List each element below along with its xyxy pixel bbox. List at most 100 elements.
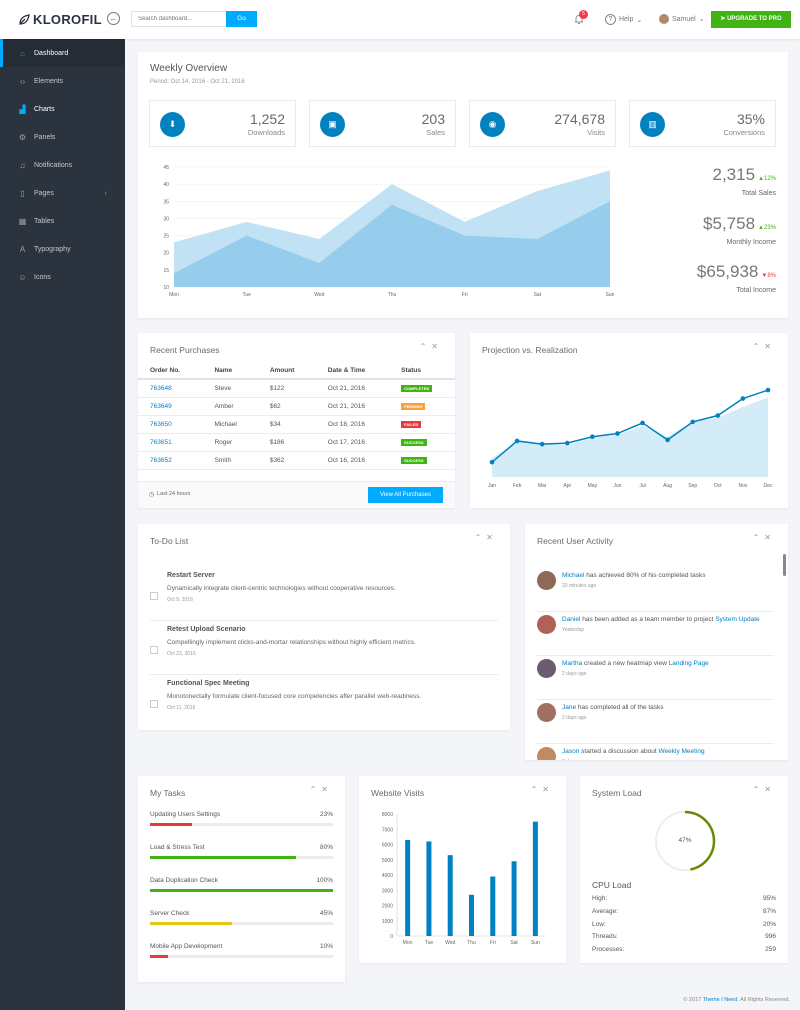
- upgrade-label: UPGRADE TO PRO: [727, 16, 782, 22]
- view-all-purchases-button[interactable]: View All Purchases: [368, 487, 443, 503]
- activity-user-link[interactable]: Martha: [562, 660, 583, 667]
- user-menu[interactable]: Samuel ⌄: [659, 14, 705, 24]
- activity-target-link[interactable]: System Update: [715, 616, 760, 623]
- close-icon[interactable]: ✕: [764, 785, 776, 794]
- sidebar-item-label: Elements: [34, 77, 64, 85]
- activity-user-link[interactable]: Jason: [562, 748, 580, 755]
- table-cell-status: SUCCESS: [389, 433, 455, 452]
- task-name: Server Check: [150, 910, 190, 917]
- toggle-sidebar-icon[interactable]: ←: [107, 12, 120, 25]
- panel-controls[interactable]: ⌃✕: [531, 785, 554, 794]
- collapse-icon[interactable]: ⌃: [309, 785, 322, 794]
- brand-logo[interactable]: KLOROFIL: [18, 12, 102, 27]
- task-name: Mobile App Development: [150, 943, 223, 950]
- projection-line-chart: Jan Feb Mar Apr May Jun Jul Aug Sep Oct Nov Dec: [488, 387, 773, 489]
- gauge-arc: [684, 810, 716, 871]
- system-load-gauge: [655, 810, 716, 871]
- collapse-icon[interactable]: ⌃: [752, 342, 765, 351]
- todo-checkbox[interactable]: [150, 592, 158, 600]
- activity-user-link[interactable]: Jane: [562, 704, 577, 711]
- close-icon[interactable]: ✕: [764, 342, 776, 351]
- table-cell-order[interactable]: 763648: [138, 379, 203, 398]
- collapse-icon[interactable]: ⌃: [419, 342, 432, 351]
- table-cell-name: Amber: [202, 397, 258, 416]
- table-cell-order[interactable]: 763649: [138, 397, 203, 416]
- table-cell-order[interactable]: 763651: [138, 433, 203, 452]
- panel-controls[interactable]: ⌃✕: [753, 533, 776, 542]
- collapse-icon[interactable]: ⌃: [530, 785, 543, 794]
- avatar[interactable]: [537, 703, 556, 722]
- panel-controls[interactable]: ⌃✕: [420, 342, 443, 351]
- x-tick-label: Thu: [388, 292, 397, 298]
- panel-controls[interactable]: ⌃✕: [753, 342, 776, 351]
- line-point: [615, 431, 620, 436]
- search-go-button[interactable]: Go: [226, 11, 257, 27]
- activity-message: has been added as a team member to proje…: [580, 616, 716, 623]
- table-cell-order[interactable]: 763650: [138, 415, 203, 434]
- sidebar-item-typography[interactable]: A Typography: [0, 235, 125, 263]
- sidebar-item-dashboard[interactable]: ⌂ Dashboard: [0, 39, 125, 67]
- sidebar-item-charts[interactable]: ▟ Charts: [0, 95, 125, 123]
- activity-user-link[interactable]: Michael: [562, 572, 585, 579]
- sidebar-item-elements[interactable]: ‹› Elements: [0, 67, 125, 95]
- close-icon[interactable]: ✕: [542, 785, 554, 794]
- side-stat-value: $5,758: [703, 214, 756, 233]
- activity-target-link[interactable]: Landing Page: [668, 660, 709, 667]
- sidebar-item-panels[interactable]: ⚙ Panels: [0, 123, 125, 151]
- sidebar-item-icons[interactable]: ☺ Icons: [0, 263, 125, 291]
- sidebar-item-notifications[interactable]: ♫ Notifications: [0, 151, 125, 179]
- collapse-icon[interactable]: ⌃: [474, 533, 487, 542]
- todo-date: Oct 9, 2016: [167, 597, 193, 603]
- theme-link[interactable]: Theme I Need: [702, 997, 738, 1003]
- collapse-icon[interactable]: ⌃: [752, 533, 765, 542]
- system-stat-row: Average: 87%: [592, 908, 776, 920]
- avatar[interactable]: [537, 571, 556, 590]
- stat-value: 1,252: [249, 111, 285, 127]
- upgrade-to-pro-button[interactable]: ➤ UPGRADE TO PRO: [711, 11, 791, 28]
- todo-checkbox[interactable]: [150, 646, 158, 654]
- side-stat-label: Monthly Income: [726, 239, 776, 246]
- avatar[interactable]: [537, 747, 556, 760]
- activity-target-link[interactable]: Weekly Meeting: [658, 748, 705, 755]
- panel-controls[interactable]: ⌃✕: [753, 785, 776, 794]
- avatar[interactable]: [537, 615, 556, 634]
- x-tick-label: Mon: [403, 940, 413, 946]
- x-tick-label: Sat: [534, 292, 542, 298]
- todo-checkbox[interactable]: [150, 700, 158, 708]
- system-stat-row: Low: 20%: [592, 921, 776, 933]
- panel-controls[interactable]: ⌃✕: [475, 533, 498, 542]
- close-icon[interactable]: ✕: [431, 342, 443, 351]
- table-icon: ▦: [18, 216, 27, 226]
- close-icon[interactable]: ✕: [321, 785, 333, 794]
- sidebar-item-label: Pages: [34, 189, 54, 197]
- panel-controls[interactable]: ⌃✕: [310, 785, 333, 794]
- avatar[interactable]: [537, 659, 556, 678]
- collapse-icon[interactable]: ⌃: [752, 785, 765, 794]
- todo-title: Functional Spec Meeting: [167, 680, 250, 687]
- website-visits-bar-chart: 0 1000 2000 3000 4000 5000 6000 7000 8000 Mon Tue W…: [382, 812, 546, 946]
- y-tick-label: 7000: [382, 827, 393, 833]
- task-item: Data Duplication Check 100%: [150, 877, 333, 907]
- scrollbar-thumb[interactable]: [783, 554, 786, 576]
- smile-icon: ☺: [18, 272, 27, 282]
- activity-text: Michael has achieved 80% of his complete…: [562, 572, 705, 579]
- x-tick-label: Sun: [531, 940, 540, 946]
- copyright-text: © 2017: [683, 997, 703, 1003]
- status-badge: SUCCESS: [401, 438, 427, 446]
- line-point: [564, 440, 570, 446]
- panel-title: Weekly Overview: [150, 63, 228, 74]
- close-icon[interactable]: ✕: [764, 533, 776, 542]
- line-point: [640, 420, 645, 426]
- table-cell-order[interactable]: 763652: [138, 451, 203, 470]
- y-tick-label: 25: [163, 234, 169, 240]
- activity-item: Jason started a discussion about Weekly …: [537, 744, 774, 760]
- help-menu[interactable]: ? Help ⌄: [605, 14, 642, 25]
- sidebar-item-pages[interactable]: ▯ Pages ‹: [0, 179, 125, 207]
- close-icon[interactable]: ✕: [486, 533, 498, 542]
- y-tick-label: 30: [163, 216, 169, 222]
- search-input[interactable]: [131, 11, 226, 27]
- sidebar-item-tables[interactable]: ▦ Tables: [0, 207, 125, 235]
- x-tick-label: Nov: [738, 483, 747, 489]
- activity-user-link[interactable]: Daniel: [562, 616, 581, 623]
- y-tick-label: 40: [163, 182, 169, 188]
